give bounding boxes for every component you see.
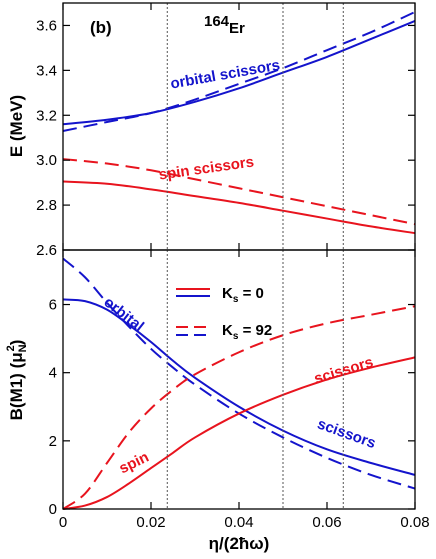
top-y-tick-label: 3.2 [36,107,57,124]
top-y-tick-label: 3.6 [36,17,57,34]
top-guide-lines [166,3,344,250]
bottom-panel: 0 2 4 6 0 0.02 0.04 0.06 0.08 Ks = 0 Ks = 92 or… [5,249,430,553]
legend-rest: = 92 [238,322,272,339]
bot-y-tick-label: 4 [49,365,57,382]
legend-sub: s [233,294,239,305]
x-tick-label: 0.06 [312,514,341,531]
nucleus-symbol: Er [229,20,245,37]
legend: Ks = 0 Ks = 92 [176,285,272,342]
bottom-y-tick-labels: 0 2 4 6 [49,297,57,518]
bot-series-red-solid-line [62,356,416,510]
top-y-tick-label: 3.0 [36,152,57,169]
nucleus-label: 164Er [204,13,245,37]
nucleus-mass: 164 [204,13,230,30]
bot-series-blue-solid-line [62,298,416,476]
top-y-tick-label: 2.8 [36,197,57,214]
annotation-scissors-blue: scissors [315,415,378,452]
legend-rest: = 0 [238,285,263,302]
bot-y-tick-label: 2 [49,433,57,450]
ylabel-sup: 2 [5,345,17,351]
x-tick-labels: 0 0.02 0.04 0.06 0.08 [59,514,430,531]
annotation-spin-scissors: spin scissors [158,153,255,183]
bottom-y-axis-title: B(M1) (μN2) [5,340,29,421]
bottom-plot-frame [62,249,416,510]
legend-sub: s [233,331,239,342]
legend-k: K [222,285,233,302]
bottom-curves [62,257,416,510]
top-y-tick-labels: 2.6 2.8 3.0 3.2 3.4 3.6 [36,17,57,259]
bot-series-blue-dashed-line [62,257,416,490]
bottom-guide-lines [166,250,344,509]
x-tick-label: 0.02 [136,514,165,531]
ylabel-sub: N [17,344,29,352]
annotation-orbital-scissors: orbital scissors [169,57,281,93]
bot-series-red-dashed-line [62,305,416,510]
top-curves [62,11,416,235]
top-y-axis-title: E (MeV) [7,95,26,157]
top-panel: 2.6 2.8 3.0 3.2 3.4 3.6 (b) 164Er orbital sci… [7,2,416,259]
ylabel-close: ) [7,340,26,346]
bot-y-tick-label: 0 [49,501,57,518]
x-tick-label: 0.04 [224,514,253,531]
legend-label-ks92: Ks = 92 [222,322,272,342]
panel-label: (b) [90,18,112,37]
x-axis-title: η/(2ħω) [209,534,270,553]
legend-label-ks0: Ks = 0 [222,285,264,305]
annotation-spin: spin [116,449,151,478]
top-y-tick-label: 2.6 [36,242,57,259]
x-tick-label: 0 [59,514,67,531]
bot-y-tick-label: 6 [49,297,57,314]
top-series-blue-solid-line [62,20,416,126]
x-tick-label: 0.08 [400,514,429,531]
ylabel-main: B(M1) ( [7,362,26,420]
top-series-red-dashed-line [62,158,416,226]
top-y-tick-label: 3.4 [36,62,57,79]
annotation-orbital: orbital [100,294,147,336]
top-series-red-solid-line [62,180,416,235]
ylabel-mu: μ [7,352,26,362]
legend-k: K [222,322,233,339]
